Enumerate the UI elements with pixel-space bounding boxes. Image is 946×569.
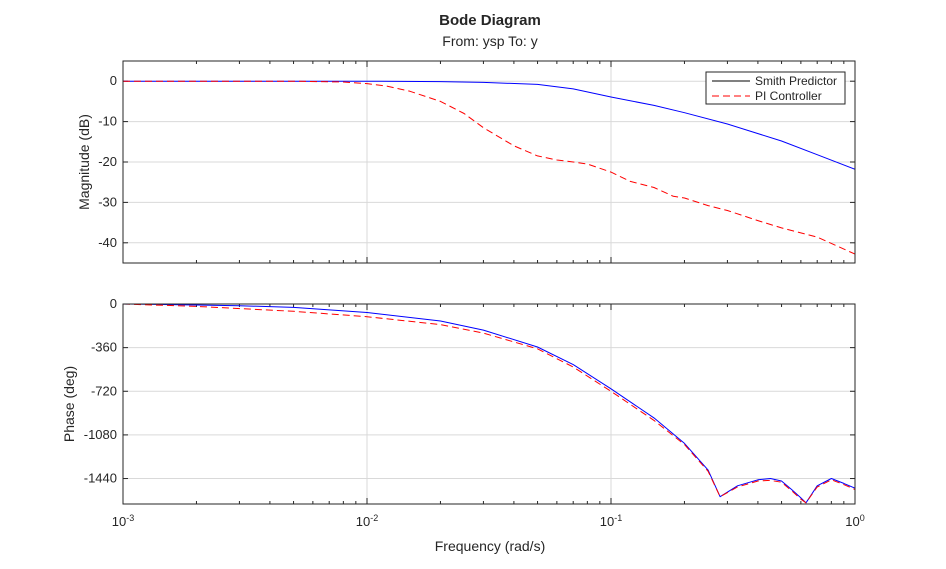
legend-box [705, 71, 846, 105]
phase-panel: 0 -360 -720 -1080 -1440 [84, 296, 856, 505]
magnitude-y-tick-label: -10 [98, 114, 117, 129]
phase-y-tick-label: -720 [91, 383, 117, 398]
phase-pi-controller-line [123, 304, 855, 504]
magnitude-y-tick-label: -20 [98, 154, 117, 169]
chart-subtitle: From: ysp To: y [442, 33, 537, 49]
magnitude-y-tick-label: 0 [110, 73, 117, 88]
chart-title: Bode Diagram [439, 12, 541, 29]
x-tick-label: 10-3 [112, 513, 134, 529]
x-tick-label: 10-2 [356, 513, 378, 529]
magnitude-axes-box [122, 60, 856, 264]
x-tick-label: 10-1 [600, 513, 622, 529]
magnitude-axis-label: Magnitude (dB) [76, 114, 92, 210]
x-axis-label: Frequency (rad/s) [435, 538, 545, 554]
phase-y-tick-label: -1440 [84, 471, 117, 486]
phase-axis-label: Phase (deg) [61, 366, 77, 442]
x-tick-label: 100 [845, 513, 864, 529]
magnitude-y-tick-label: -40 [98, 235, 117, 250]
magnitude-y-tick-label: -30 [98, 194, 117, 209]
x-tick-labels: 10-3 10-2 10-1 100 [112, 513, 865, 529]
legend-label: PI Controller [755, 89, 822, 103]
legend-label: Smith Predictor [755, 74, 837, 88]
phase-plot-area [123, 304, 855, 504]
magnitude-series-group [123, 80, 855, 255]
magnitude-smith-predictor-line [123, 80, 855, 170]
phase-series-group [123, 304, 855, 504]
phase-y-tick-label: 0 [110, 296, 117, 311]
phase-y-tick-label: -1080 [84, 427, 117, 442]
magnitude-pi-controller-line [123, 80, 855, 255]
phase-axes-box [122, 303, 856, 505]
phase-y-tick-label: -360 [91, 340, 117, 355]
